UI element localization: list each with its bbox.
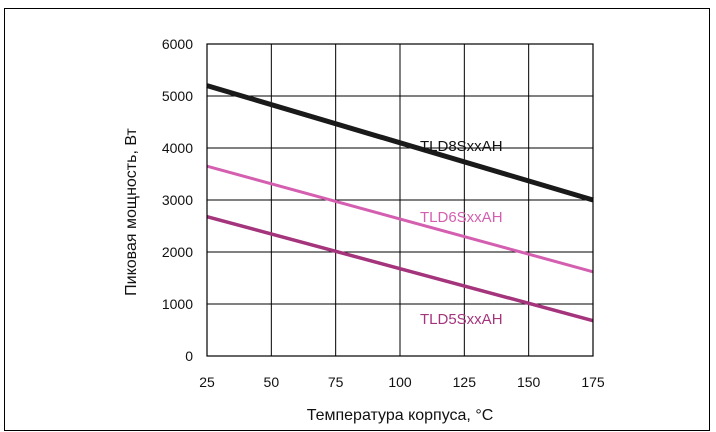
plot-border — [206, 43, 594, 357]
y-tick-label-0: 0 — [185, 348, 193, 364]
series-labels: TLD8SxxAH TLD6SxxAH TLD5SxxAH — [420, 138, 503, 328]
series-label-TLD8SxxAH: TLD8SxxAH — [420, 138, 503, 155]
series-line-TLD6SxxAH — [206, 164, 594, 274]
y-tick-label-4: 4000 — [162, 140, 193, 156]
x-tick-label-5: 150 — [517, 374, 541, 390]
series-line-TLD8SxxAH — [206, 83, 594, 203]
series-label-TLD5SxxAH: TLD5SxxAH — [420, 311, 503, 328]
series-lines — [206, 83, 594, 323]
plot-area-border — [206, 43, 594, 357]
y-tick-label-5: 5000 — [162, 88, 193, 104]
x-tick-label-3: 100 — [388, 374, 412, 390]
x-tick-label-2: 75 — [328, 374, 344, 390]
x-tick-label-4: 125 — [453, 374, 477, 390]
x-tick-label-6: 175 — [581, 374, 605, 390]
x-tick-label-1: 50 — [264, 374, 280, 390]
y-tick-label-3: 3000 — [162, 192, 193, 208]
series-label-TLD6SxxAH: TLD6SxxAH — [420, 209, 503, 226]
y-axis-title: Пиковая мощность, Вт — [123, 128, 140, 296]
y-tick-label-2: 2000 — [162, 244, 193, 260]
x-tick-label-0: 25 — [199, 374, 215, 390]
x-axis-title: Температура корпуса, °C — [307, 407, 494, 424]
y-tick-label-1: 1000 — [162, 296, 193, 312]
figure-frame — [4, 8, 710, 431]
grid — [206, 43, 594, 357]
x-tick-labels: 25 50 75 100 125 150 175 — [199, 374, 605, 390]
series-line-TLD5SxxAH — [206, 214, 594, 323]
y-tick-label-6: 6000 — [162, 36, 193, 52]
y-tick-labels: 0 1000 2000 3000 4000 5000 6000 — [162, 36, 193, 364]
